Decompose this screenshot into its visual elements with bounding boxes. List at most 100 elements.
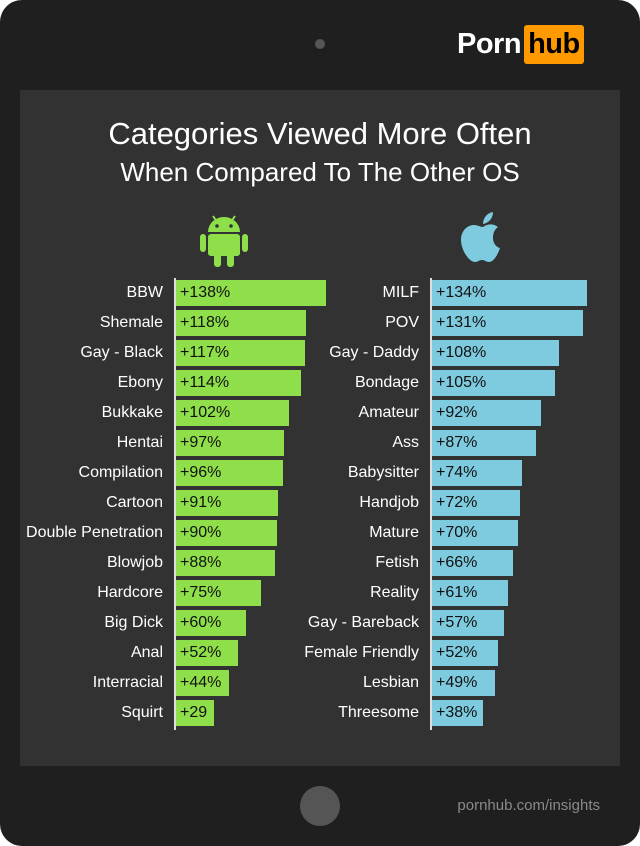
category-label: Gay - Black bbox=[80, 344, 163, 361]
bar: +74% bbox=[432, 460, 522, 486]
bar-value-label: +131% bbox=[436, 314, 487, 331]
bar: +75% bbox=[176, 580, 262, 606]
bar-value-label: +97% bbox=[180, 434, 222, 451]
category-label: Mature bbox=[369, 524, 419, 541]
bar: +90% bbox=[176, 520, 277, 546]
bar: +92% bbox=[432, 400, 542, 426]
bar: +38% bbox=[432, 700, 484, 726]
pornhub-logo: Porn hub bbox=[457, 24, 584, 64]
bar-value-label: +102% bbox=[180, 404, 231, 421]
bar-value-label: +57% bbox=[436, 614, 478, 631]
category-label: Reality bbox=[370, 584, 419, 601]
category-label: POV bbox=[385, 314, 419, 331]
bar-value-label: +75% bbox=[180, 584, 222, 601]
category-label: Big Dick bbox=[104, 614, 163, 631]
category-label: MILF bbox=[382, 284, 419, 301]
category-label: Bondage bbox=[354, 374, 419, 391]
bar: +102% bbox=[176, 400, 290, 426]
category-label: Handjob bbox=[359, 494, 419, 511]
bar: +29 bbox=[176, 700, 214, 726]
category-label: Anal bbox=[130, 644, 163, 661]
bar-value-label: +49% bbox=[436, 674, 478, 691]
category-label: Shemale bbox=[99, 314, 163, 331]
bar-value-label: +52% bbox=[180, 644, 222, 661]
bar-value-label: +134% bbox=[436, 284, 487, 301]
bar-value-label: +91% bbox=[180, 494, 222, 511]
category-label: Female Friendly bbox=[304, 644, 419, 661]
category-label: Cartoon bbox=[106, 494, 163, 511]
bar: +60% bbox=[176, 610, 246, 636]
bar: +91% bbox=[176, 490, 278, 516]
bar-value-label: +88% bbox=[180, 554, 222, 571]
bar: +87% bbox=[432, 430, 536, 456]
logo-part2: hub bbox=[524, 24, 584, 64]
category-label: Gay - Daddy bbox=[329, 344, 419, 361]
bar: +105% bbox=[432, 370, 556, 396]
bar-value-label: +72% bbox=[436, 494, 478, 511]
category-label: Lesbian bbox=[362, 674, 419, 691]
chart-subtitle: When Compared To The Other OS bbox=[120, 157, 520, 187]
bar: +49% bbox=[432, 670, 495, 696]
category-label: Gay - Bareback bbox=[307, 614, 419, 631]
bar-value-label: +105% bbox=[436, 374, 487, 391]
category-label: Double Penetration bbox=[26, 524, 163, 541]
category-label: Compilation bbox=[78, 464, 163, 481]
bar: +138% bbox=[176, 280, 327, 306]
bar-value-label: +44% bbox=[180, 674, 222, 691]
bar: +97% bbox=[176, 430, 284, 456]
category-label: Squirt bbox=[121, 704, 163, 721]
category-label: Ass bbox=[392, 434, 419, 451]
category-label: Interracial bbox=[92, 674, 163, 691]
bar-value-label: +96% bbox=[180, 464, 222, 481]
bar: +61% bbox=[432, 580, 508, 606]
bar: +117% bbox=[176, 340, 305, 366]
camera-dot bbox=[315, 39, 325, 49]
bar-value-label: +108% bbox=[436, 344, 487, 361]
bar-value-label: +117% bbox=[180, 344, 230, 361]
bar-value-label: +90% bbox=[180, 524, 222, 541]
category-label: Fetish bbox=[375, 554, 419, 571]
bar-value-label: +52% bbox=[436, 644, 478, 661]
bar-value-label: +138% bbox=[180, 284, 231, 301]
bar-value-label: +38% bbox=[436, 704, 478, 721]
bar: +70% bbox=[432, 520, 518, 546]
bar-value-label: +92% bbox=[436, 404, 478, 421]
bar: +96% bbox=[176, 460, 283, 486]
bar: +118% bbox=[176, 310, 306, 336]
category-label: Amateur bbox=[358, 404, 419, 421]
category-label: Threesome bbox=[338, 704, 419, 721]
category-label: Bukkake bbox=[101, 404, 163, 421]
bar-value-label: +61% bbox=[436, 584, 478, 601]
bar: +52% bbox=[432, 640, 499, 666]
bar: +134% bbox=[432, 280, 587, 306]
category-label: Babysitter bbox=[347, 464, 419, 481]
bar-value-label: +87% bbox=[436, 434, 478, 451]
bar-value-label: +29 bbox=[180, 704, 208, 721]
bar: +108% bbox=[432, 340, 559, 366]
category-label: Hentai bbox=[116, 434, 163, 451]
apple-icon bbox=[461, 212, 500, 262]
chart-title: Categories Viewed More Often bbox=[108, 116, 532, 151]
bar: +52% bbox=[176, 640, 238, 666]
bar: +44% bbox=[176, 670, 230, 696]
bar-value-label: +118% bbox=[180, 314, 230, 331]
footer-url: pornhub.com/insights bbox=[457, 797, 600, 814]
category-label: Blowjob bbox=[106, 554, 163, 571]
bar-value-label: +66% bbox=[436, 554, 478, 571]
android-icon bbox=[200, 215, 248, 267]
bar-value-label: +60% bbox=[180, 614, 222, 631]
right-axis-line bbox=[430, 278, 432, 730]
bar: +114% bbox=[176, 370, 302, 396]
category-label: Hardcore bbox=[97, 584, 163, 601]
logo-part1: Porn bbox=[457, 27, 522, 60]
category-label: BBW bbox=[126, 284, 163, 301]
bar: +57% bbox=[432, 610, 504, 636]
bar-value-label: +70% bbox=[436, 524, 478, 541]
bar-value-label: +114% bbox=[180, 374, 230, 391]
bar-value-label: +74% bbox=[436, 464, 478, 481]
chart-panel bbox=[20, 90, 620, 766]
bar: +131% bbox=[432, 310, 584, 336]
home-button[interactable] bbox=[300, 786, 340, 826]
category-label: Ebony bbox=[117, 374, 163, 391]
left-axis-line bbox=[174, 278, 176, 730]
